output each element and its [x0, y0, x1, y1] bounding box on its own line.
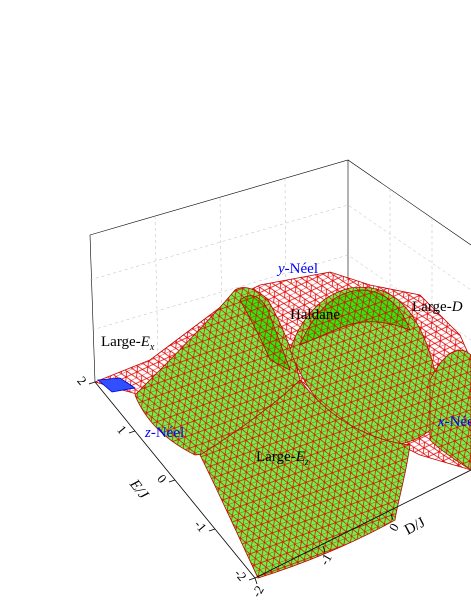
label-italic: D	[451, 299, 463, 315]
label-text: Haldane	[290, 307, 340, 323]
label-italic: x	[437, 414, 445, 430]
label-text: -Néel	[151, 425, 184, 441]
y-tick	[88, 381, 96, 385]
y-tick-label: 0	[154, 471, 170, 486]
region-label: Large-D	[412, 299, 463, 315]
y-tick	[248, 577, 256, 581]
y-tick	[208, 528, 216, 532]
surface	[93, 271, 471, 579]
label-italic: z	[144, 425, 151, 441]
y-tick	[168, 479, 176, 483]
label-text: -Néel	[285, 261, 318, 277]
x-axis-label: D/J	[402, 515, 428, 539]
x-tick	[322, 545, 326, 553]
label-subscript: z	[304, 457, 309, 468]
label-subscript: x	[149, 342, 155, 353]
x-tick	[390, 513, 394, 521]
region-label: x-Néel	[437, 414, 471, 430]
region-label: Large-Ex	[101, 334, 155, 353]
region-label: Large-Ez	[256, 449, 309, 468]
x-tick	[254, 577, 258, 585]
x-tick-label: 0	[386, 521, 402, 534]
label-text: -Néel	[445, 414, 471, 430]
label-text: Large-	[101, 334, 141, 350]
label-text: Large-	[256, 449, 296, 465]
y-tick-label: 1	[114, 422, 130, 437]
region-label: Haldane	[290, 307, 340, 323]
x-tick-label: -2	[248, 583, 266, 600]
region-label: y-Néel	[276, 261, 318, 277]
label-italic: E	[140, 334, 150, 350]
y-axis-label: E/J	[126, 476, 152, 503]
label-text: Large-	[412, 299, 452, 315]
back-walls	[89, 159, 471, 383]
label-italic: E	[295, 449, 305, 465]
region-label: z-Néel	[144, 425, 184, 441]
y-tick-label: 2	[74, 373, 90, 388]
label-italic: y	[276, 261, 285, 277]
y-tick	[128, 430, 136, 434]
